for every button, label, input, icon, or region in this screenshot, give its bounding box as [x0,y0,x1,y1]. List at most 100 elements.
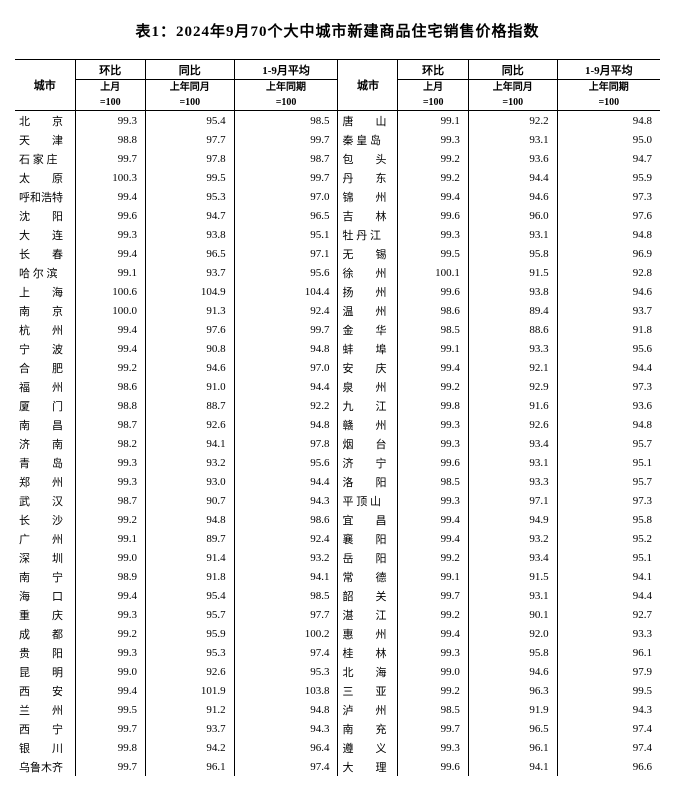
city-cell: 贵 阳 [15,643,75,662]
city-cell: 深 圳 [15,548,75,567]
yoy-cell: 93.1 [468,453,557,472]
header-yoy-left: 同比 [145,60,234,80]
city-cell: 大 连 [15,225,75,244]
subheader-base: =100 [75,95,145,111]
mom-cell: 99.4 [398,529,468,548]
table-row: 昆 明99.092.695.3北 海99.094.697.9 [15,662,660,681]
avg-cell: 97.4 [234,643,338,662]
city-cell: 温 州 [338,301,398,320]
mom-cell: 99.6 [398,453,468,472]
city-cell: 北 海 [338,662,398,681]
city-cell: 济 南 [15,434,75,453]
city-cell: 包 头 [338,149,398,168]
avg-cell: 97.3 [557,491,660,510]
subheader-base: =100 [557,95,660,111]
table-row: 呼和浩特99.495.397.0锦 州99.494.697.3 [15,187,660,206]
avg-cell: 97.4 [234,757,338,776]
avg-cell: 94.3 [557,700,660,719]
mom-cell: 99.3 [398,225,468,244]
city-cell: 西 宁 [15,719,75,738]
avg-cell: 95.1 [557,453,660,472]
table-row: 南 昌98.792.694.8赣 州99.392.694.8 [15,415,660,434]
yoy-cell: 95.3 [145,187,234,206]
subheader-base: =100 [468,95,557,111]
avg-cell: 94.3 [234,491,338,510]
table-row: 合 肥99.294.697.0安 庆99.492.194.4 [15,358,660,377]
city-cell: 丹 东 [338,168,398,187]
subheader: 上年同期 [234,80,338,96]
city-cell: 南 昌 [15,415,75,434]
city-cell: 金 华 [338,320,398,339]
mom-cell: 99.3 [75,605,145,624]
city-cell: 三 亚 [338,681,398,700]
yoy-cell: 94.4 [468,168,557,187]
mom-cell: 99.4 [398,624,468,643]
mom-cell: 99.4 [75,187,145,206]
yoy-cell: 93.8 [468,282,557,301]
avg-cell: 97.4 [557,719,660,738]
city-cell: 洛 阳 [338,472,398,491]
avg-cell: 97.1 [234,244,338,263]
city-cell: 南 充 [338,719,398,738]
avg-cell: 99.7 [234,320,338,339]
yoy-cell: 99.5 [145,168,234,187]
city-cell: 赣 州 [338,415,398,434]
avg-cell: 104.4 [234,282,338,301]
city-cell: 平 顶 山 [338,491,398,510]
subheader-base: =100 [234,95,338,111]
city-cell: 南 宁 [15,567,75,586]
yoy-cell: 97.6 [145,320,234,339]
avg-cell: 99.7 [234,168,338,187]
yoy-cell: 93.8 [145,225,234,244]
city-cell: 青 岛 [15,453,75,472]
yoy-cell: 104.9 [145,282,234,301]
yoy-cell: 91.5 [468,567,557,586]
city-cell: 兰 州 [15,700,75,719]
avg-cell: 97.8 [234,434,338,453]
mom-cell: 99.1 [75,263,145,282]
mom-cell: 99.2 [398,681,468,700]
header-city-right: 城市 [338,60,398,111]
city-cell: 太 原 [15,168,75,187]
yoy-cell: 95.4 [145,111,234,131]
yoy-cell: 91.6 [468,396,557,415]
mom-cell: 99.4 [398,510,468,529]
avg-cell: 97.4 [557,738,660,757]
city-cell: 合 肥 [15,358,75,377]
yoy-cell: 92.2 [468,111,557,131]
yoy-cell: 93.7 [145,719,234,738]
table-row: 银 川99.894.296.4遵 义99.396.197.4 [15,738,660,757]
table-row: 成 都99.295.9100.2惠 州99.492.093.3 [15,624,660,643]
city-cell: 惠 州 [338,624,398,643]
city-cell: 杭 州 [15,320,75,339]
avg-cell: 95.8 [557,510,660,529]
avg-cell: 92.7 [557,605,660,624]
mom-cell: 98.9 [75,567,145,586]
yoy-cell: 91.0 [145,377,234,396]
avg-cell: 94.8 [557,415,660,434]
table-row: 贵 阳99.395.397.4桂 林99.395.896.1 [15,643,660,662]
avg-cell: 99.7 [234,130,338,149]
mom-cell: 98.8 [75,130,145,149]
avg-cell: 93.3 [557,624,660,643]
mom-cell: 100.6 [75,282,145,301]
yoy-cell: 90.8 [145,339,234,358]
avg-cell: 95.9 [557,168,660,187]
city-cell: 秦 皇 岛 [338,130,398,149]
avg-cell: 92.4 [234,301,338,320]
mom-cell: 99.0 [398,662,468,681]
yoy-cell: 88.6 [468,320,557,339]
yoy-cell: 95.9 [145,624,234,643]
yoy-cell: 94.9 [468,510,557,529]
city-cell: 银 川 [15,738,75,757]
subheader: 上月 [75,80,145,96]
city-cell: 湛 江 [338,605,398,624]
yoy-cell: 93.3 [468,472,557,491]
table-row: 北 京99.395.498.5唐 山99.192.294.8 [15,111,660,131]
mom-cell: 98.2 [75,434,145,453]
yoy-cell: 92.1 [468,358,557,377]
avg-cell: 97.9 [557,662,660,681]
avg-cell: 97.0 [234,358,338,377]
table-row: 南 宁98.991.894.1常 德99.191.594.1 [15,567,660,586]
avg-cell: 94.1 [557,567,660,586]
